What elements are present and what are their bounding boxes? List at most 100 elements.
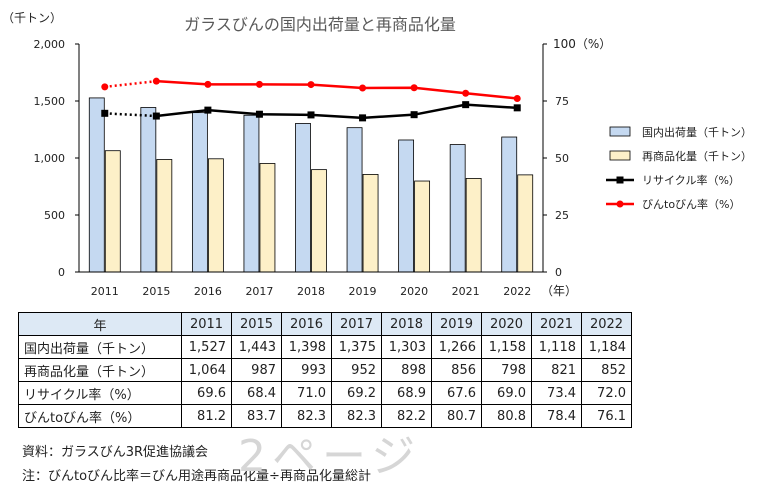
series-line-dotted	[104, 112, 157, 118]
y-left-tick-label: 1,000	[34, 152, 66, 165]
source-note: 資料：ガラスびん3R促進協議会	[22, 445, 209, 460]
table-cell: 67.6	[431, 381, 482, 405]
bar	[156, 159, 173, 273]
legend-marker	[616, 176, 624, 184]
table-year-cell: 2018	[381, 312, 432, 336]
table-cell: 82.3	[281, 404, 332, 428]
table-cell: 898	[381, 358, 432, 382]
point-marker	[101, 109, 109, 117]
table-row: びんtoびん率（%） 81.2 83.7 82.3 82.3 82.2 80.7…	[18, 404, 632, 428]
point-marker	[307, 111, 315, 119]
table-cell: 68.4	[231, 381, 282, 405]
table-cell: 80.8	[481, 404, 532, 428]
table-cell: 78.4	[531, 404, 582, 428]
point-marker	[462, 89, 470, 97]
point-marker	[204, 80, 212, 88]
point-marker	[513, 104, 521, 112]
point-marker	[204, 106, 212, 114]
y-right-tick-label: 25	[555, 209, 569, 222]
series-line-dotted	[104, 79, 157, 89]
y-right-tick-label: 0	[555, 266, 562, 279]
table-cell: 1,303	[381, 335, 432, 359]
legend-swatch	[609, 126, 631, 137]
x-unit-label: （年）	[541, 284, 577, 298]
legend-swatch	[609, 150, 631, 161]
bar	[207, 158, 224, 273]
y-right-unit-label: 100（%）	[553, 37, 611, 51]
table-cell: 1,527	[181, 335, 232, 359]
bar-series	[88, 97, 534, 273]
table-cell: 1,266	[431, 335, 482, 359]
table-year-cell: 2011	[181, 312, 232, 336]
table-year-cell: 2020	[481, 312, 532, 336]
point-marker	[462, 101, 470, 109]
y-right-tick-label: 75	[555, 95, 569, 108]
bar	[88, 97, 105, 273]
point-marker	[152, 112, 160, 120]
legend: 国内出荷量（千トン） 再商品化量（千トン） リサイクル率（%） びんtoびん率（%）	[606, 125, 752, 211]
y-left-unit-label: （千トン）	[2, 11, 62, 25]
x-tick-label: 2015	[142, 285, 170, 298]
table-cell: 1,118	[531, 335, 582, 359]
point-marker	[513, 94, 521, 102]
x-tick-label: 2011	[91, 285, 119, 298]
legend-marker	[616, 200, 624, 208]
table-cell: 72.0	[581, 381, 632, 405]
table-cell: 83.7	[231, 404, 282, 428]
table-cell: 73.4	[531, 381, 582, 405]
point-marker	[359, 114, 367, 122]
bar	[501, 136, 518, 273]
point-marker	[410, 111, 418, 119]
table-row-label: 国内出荷量（千トン）	[18, 335, 182, 359]
table-row: リサイクル率（%） 69.6 68.4 71.0 69.2 68.9 67.6 …	[18, 381, 632, 405]
table-row-label: びんtoびん率（%）	[18, 404, 182, 428]
point-marker	[255, 110, 263, 118]
x-tick-label: 2019	[349, 285, 377, 298]
table-cell: 987	[231, 358, 282, 382]
bar	[311, 169, 327, 273]
bar	[295, 123, 311, 273]
y-right-tick-label: 50	[555, 152, 569, 165]
bar	[104, 150, 121, 273]
point-marker	[101, 83, 109, 91]
bar	[243, 114, 260, 273]
table-cell: 82.2	[381, 404, 432, 428]
bar	[140, 107, 157, 273]
y-left-tick-label: 0	[58, 266, 65, 279]
bar	[259, 163, 276, 273]
table-cell: 821	[531, 358, 582, 382]
table-year-cell: 2021	[531, 312, 582, 336]
line-series	[101, 77, 521, 122]
table-cell: 1,398	[281, 335, 332, 359]
x-tick-label: 2018	[297, 285, 325, 298]
table-year-cell: 2022	[581, 312, 632, 336]
table-cell: 1,375	[331, 335, 382, 359]
table-cell: 798	[481, 358, 532, 382]
table-cell: 76.1	[581, 404, 632, 428]
table-cell: 82.3	[331, 404, 382, 428]
table-year-cell: 2017	[331, 312, 382, 336]
bar	[414, 180, 431, 273]
x-axis: 2011 2015 2016 2017 2018 2019 2020 2021 2022	[79, 271, 543, 298]
bar	[465, 178, 482, 273]
y-right-axis: 0 25 50 75	[542, 43, 569, 279]
table-row-label: リサイクル率（%）	[18, 381, 182, 405]
table-cell: 1,158	[481, 335, 532, 359]
bar	[191, 112, 208, 273]
point-marker	[410, 84, 418, 92]
table-cell: 1,184	[581, 335, 632, 359]
table-year-cell: 2016	[281, 312, 332, 336]
chart: ガラスびんの国内出荷量と再商品化量 （千トン） 100（%） （年） 05001…	[2, 11, 752, 298]
bar	[398, 139, 415, 273]
x-tick-label: 2021	[452, 285, 480, 298]
table-cell: 852	[581, 358, 632, 382]
legend-label: びんtoびん率（%）	[642, 197, 741, 211]
bar	[449, 144, 466, 273]
table-cell: 69.2	[331, 381, 382, 405]
x-tick-label: 2020	[400, 285, 428, 298]
y-left-tick-label: 1,500	[34, 95, 66, 108]
series-line	[156, 103, 518, 120]
table-cell: 68.9	[381, 381, 432, 405]
legend-label: 再商品化量（千トン）	[642, 149, 752, 163]
bar	[362, 174, 379, 273]
